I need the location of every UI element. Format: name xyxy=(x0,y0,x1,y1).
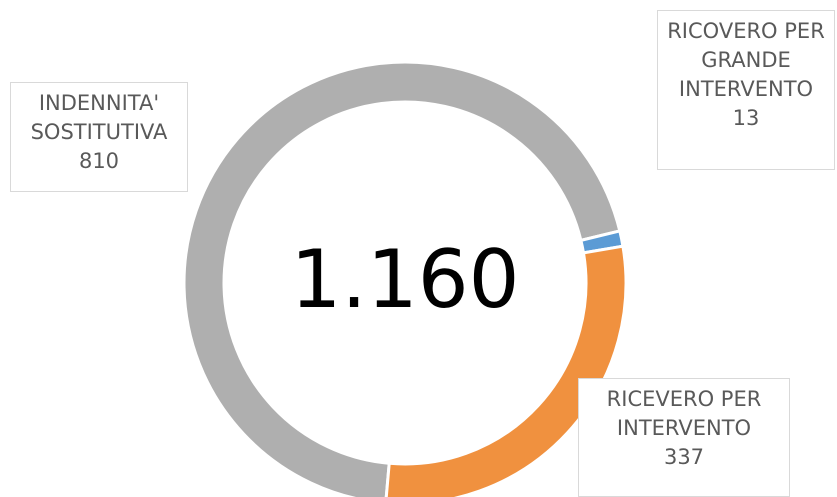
data-label: RICOVERO PER GRANDE INTERVENTO 13 xyxy=(657,10,835,170)
donut-slice xyxy=(182,60,622,497)
data-label: RICEVERO PER INTERVENTO 337 xyxy=(578,378,790,497)
value-label: 337 xyxy=(663,445,705,469)
category-label: RICEVERO PER INTERVENTO xyxy=(606,387,762,440)
category-label: INDENNITA' SOSTITUTIVA xyxy=(30,91,168,144)
value-label: 13 xyxy=(732,106,760,130)
data-label: INDENNITA' SOSTITUTIVA 810 xyxy=(10,82,188,192)
center-total: 1.160 xyxy=(290,233,520,326)
category-label: RICOVERO PER GRANDE INTERVENTO xyxy=(667,19,825,101)
value-label: 810 xyxy=(78,149,120,173)
donut-slice xyxy=(384,244,628,497)
